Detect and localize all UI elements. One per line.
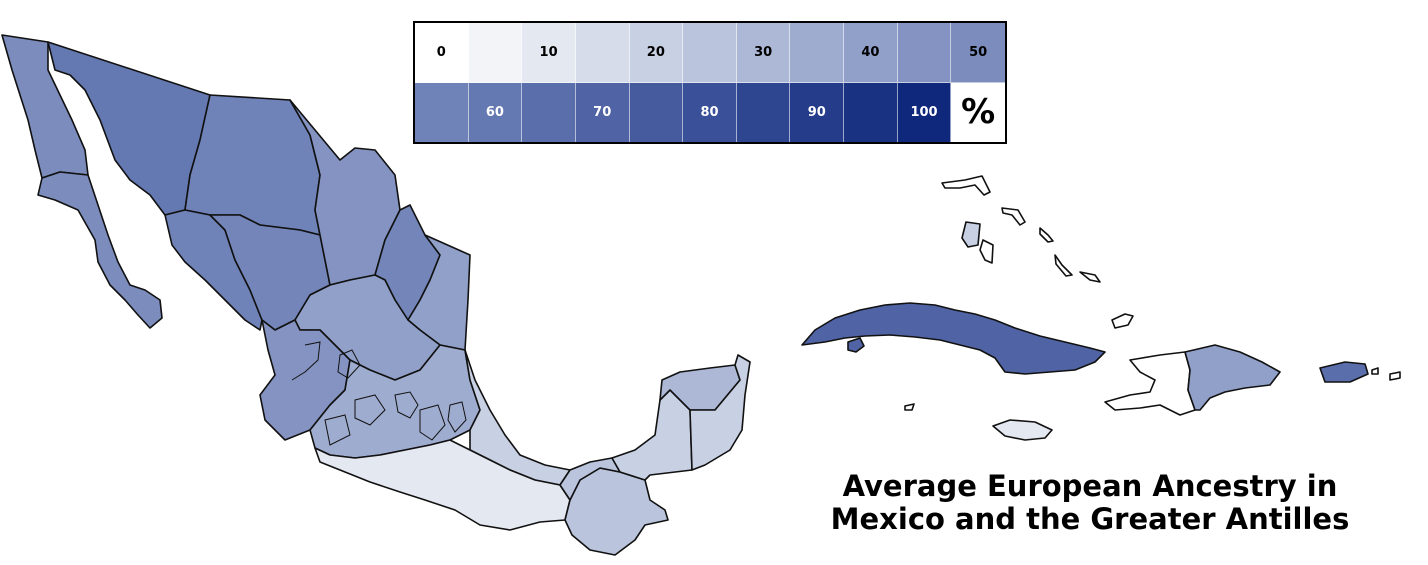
legend-cell: 10 [522,23,576,83]
legend-cell [844,82,898,142]
region-small-island-2 [904,403,915,411]
region-haiti [1104,351,1196,416]
map-title-line-1: Average European Ancestry in [842,469,1338,503]
legend-cell [415,82,469,142]
legend-cell: 80 [683,82,737,142]
region-quintana-roo [689,354,751,471]
region-baja-california-south [37,171,163,329]
legend-cell: 0 [415,23,469,83]
region-chiapas [564,467,669,556]
legend-cell [522,82,576,142]
region-jamaica [992,419,1053,441]
region-puerto-rico [1319,361,1369,383]
legend-cell [575,23,630,83]
region-bahamas-small-6 [1079,271,1101,283]
region-dominican-republic [1184,344,1281,411]
region-small-island-1 [1389,371,1401,381]
legend-cell: 20 [629,23,684,83]
region-cuba [801,302,1106,375]
region-bahamas-andros [961,221,981,248]
map-title: Average European Ancestry in Mexico and … [790,470,1390,536]
legend-cell: 60 [468,82,523,142]
legend: 0 10 20 30 40 50 60 70 80 90 100 % [413,21,1007,144]
region-campeche [611,389,693,481]
legend-cell: 100 [897,82,952,142]
legend-cell [468,23,523,83]
region-bahamas-small-1 [979,239,994,264]
mexico-map [1,34,751,556]
region-bahamas-small-2 [941,175,991,196]
legend-cell [736,82,791,142]
legend-cell [683,23,737,83]
region-bahamas-small-5 [1054,254,1073,277]
region-bahamas-small-3 [1001,207,1026,226]
legend-cell: 50 [951,23,1005,83]
region-bahamas-small-4 [1039,227,1054,243]
legend-cell [897,23,952,83]
legend-percent-sign: % [951,82,1005,142]
legend-cell: 30 [736,23,791,83]
region-cuba-isle [847,337,865,353]
map-title-line-2: Mexico and the Greater Antilles [830,502,1350,536]
legend-cell: 90 [790,82,845,142]
caribbean-map [801,175,1401,441]
legend-cell: 40 [844,23,898,83]
legend-cell: 70 [575,82,630,142]
region-virgin-islands [1371,367,1379,375]
region-bahamas-small-7 [1111,313,1134,329]
legend-cell [790,23,845,83]
legend-cell [629,82,684,142]
